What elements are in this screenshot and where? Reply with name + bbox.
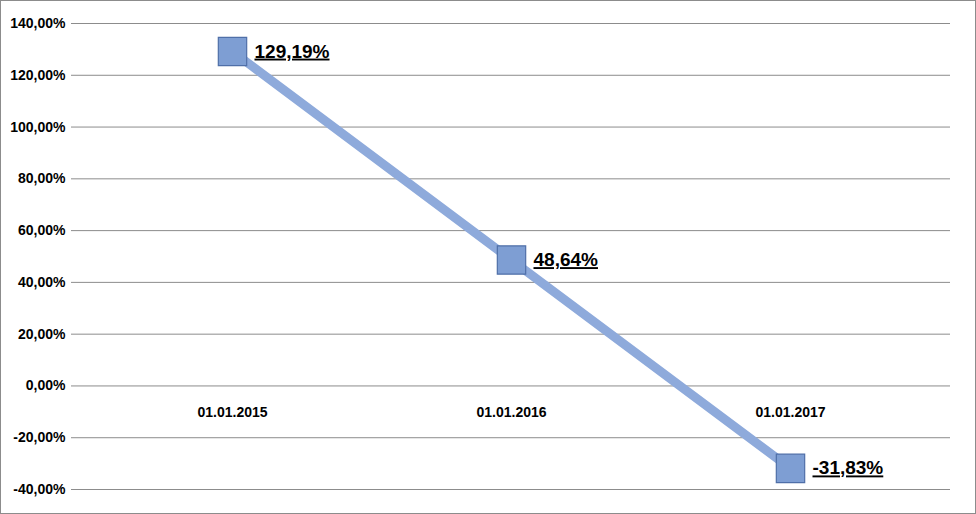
svg-text:-40,00%: -40,00% [13,481,66,497]
svg-text:0,00%: 0,00% [26,377,66,393]
svg-text:100,00%: 100,00% [10,119,66,135]
svg-text:-20,00%: -20,00% [13,429,66,445]
svg-text:120,00%: 120,00% [10,67,66,83]
svg-text:-31,83%: -31,83% [813,457,884,478]
svg-text:80,00%: 80,00% [18,170,66,186]
svg-text:140,00%: 140,00% [10,15,66,31]
svg-text:01.01.2016: 01.01.2016 [476,404,546,420]
svg-text:129,19%: 129,19% [255,41,330,62]
svg-text:20,00%: 20,00% [18,326,66,342]
svg-text:48,64%: 48,64% [534,249,599,270]
svg-text:01.01.2015: 01.01.2015 [197,404,267,420]
svg-text:01.01.2017: 01.01.2017 [755,404,825,420]
svg-text:40,00%: 40,00% [18,274,66,290]
svg-text:60,00%: 60,00% [18,222,66,238]
